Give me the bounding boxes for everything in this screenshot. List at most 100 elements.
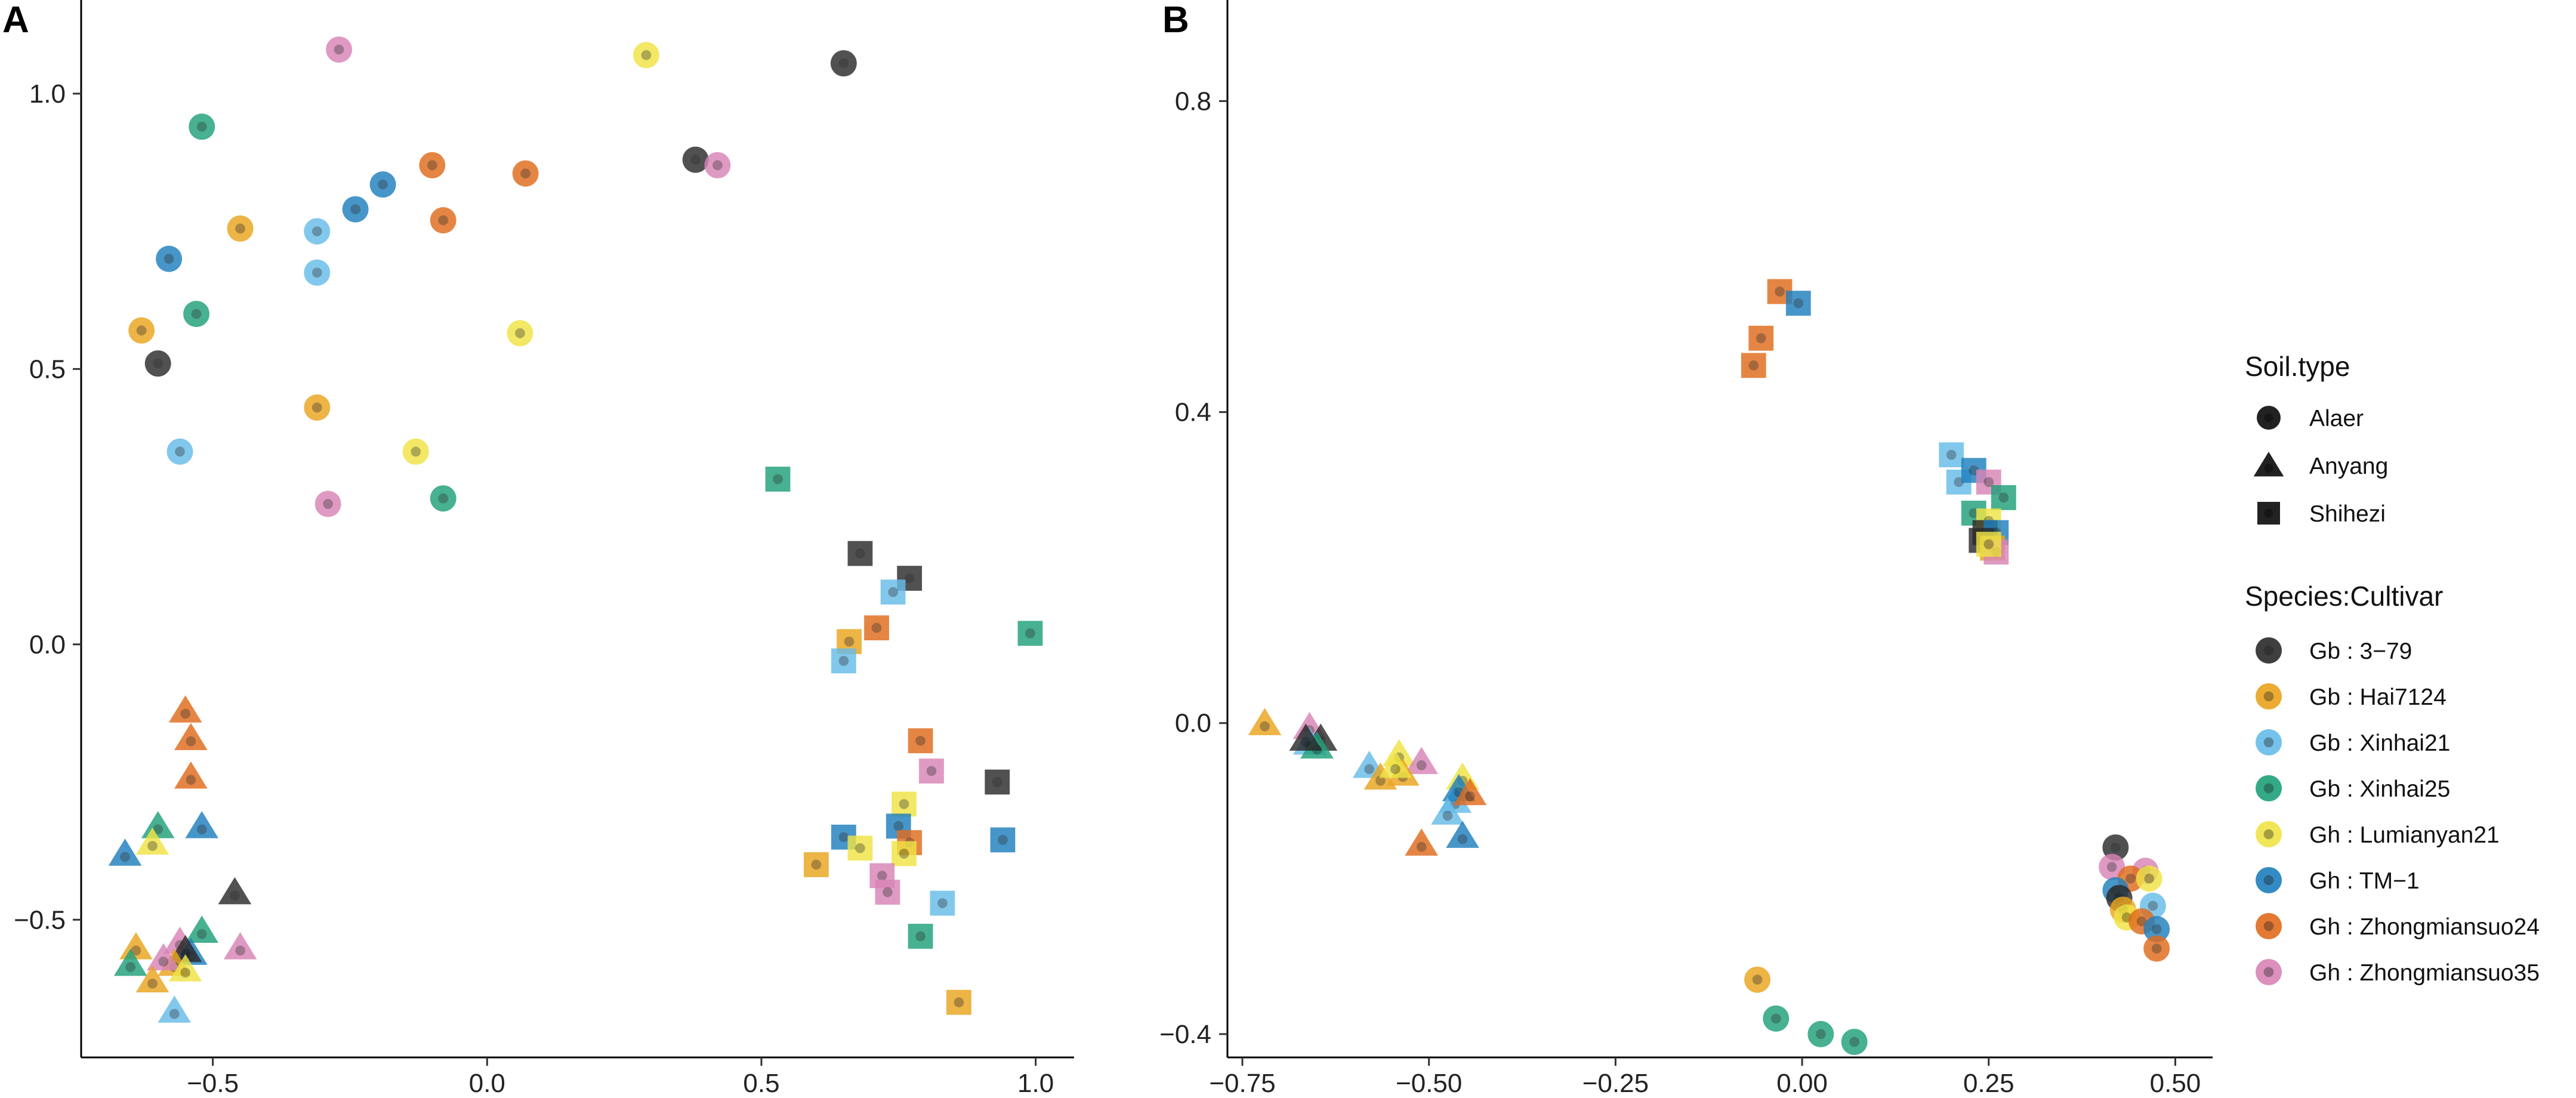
legend-species-title: Species:Cultivar bbox=[2245, 581, 2443, 612]
legend-soil-label: Alaer bbox=[2309, 406, 2364, 431]
panel-a-point-square bbox=[847, 541, 873, 566]
legend-species-item: Gh : Lumianyan21 bbox=[2256, 821, 2500, 848]
panel-a-scatter: −0.5 0.0 0.5 1.0 −0.5 0.0 0.5 1.0 bbox=[14, 0, 1074, 1098]
panel-b-y-tick-label: −0.4 bbox=[1159, 1020, 1211, 1049]
legend-soil-items: Alaer Anyang Shihezi bbox=[2253, 406, 2388, 527]
panel-a-point-circle bbox=[156, 245, 183, 272]
panel-b-point-square bbox=[1741, 353, 1766, 378]
panel-a-point-circle bbox=[304, 259, 331, 286]
legend-soil-label: Anyang bbox=[2309, 454, 2388, 479]
panel-b-point-circle bbox=[2136, 865, 2162, 892]
panel-a-point-circle bbox=[682, 146, 709, 173]
panel-b-point-triangle bbox=[1248, 708, 1282, 735]
panel-a-point-circle bbox=[507, 320, 533, 347]
panel-b-point-triangle bbox=[1453, 778, 1487, 806]
panel-a-point-circle bbox=[430, 485, 456, 512]
panel-a-point-square bbox=[765, 467, 791, 492]
panel-a-point-square bbox=[891, 791, 917, 817]
legend-species-item: Gb : Xinhai21 bbox=[2256, 729, 2450, 756]
panel-b-point-circle bbox=[1841, 1028, 1868, 1055]
panel-a-y-tick-label: 1.0 bbox=[29, 79, 66, 109]
panel-b-y-tick-label: 0.4 bbox=[1175, 398, 1211, 427]
panel-b-point-triangle bbox=[1431, 797, 1464, 825]
panel-a-point-circle bbox=[314, 491, 341, 517]
panel-b-point-circle bbox=[2102, 834, 2129, 861]
panel-b-point-square bbox=[1785, 291, 1811, 316]
legend-species-item: Gh : Zhongmiansuo24 bbox=[2256, 913, 2540, 940]
panel-b-x-tick-label: 0.50 bbox=[2150, 1069, 2201, 1098]
panel-b-point-triangle bbox=[1446, 821, 1479, 848]
panel-a-point-triangle bbox=[168, 695, 202, 723]
panel-b-point-triangle bbox=[1378, 751, 1412, 778]
panel-a-x-tick-label: 1.0 bbox=[1017, 1069, 1054, 1098]
panel-b-axes: −0.75 −0.50 −0.25 0.00 0.25 0.50 −0.4 0.0 0.4 0.8 bbox=[1159, 0, 2213, 1098]
panel-a-point-triangle bbox=[113, 948, 147, 976]
legend-species-item: Gb : Hai7124 bbox=[2256, 683, 2447, 710]
panel-a-point-circle bbox=[304, 394, 331, 421]
legend-species-swatch bbox=[2256, 867, 2282, 893]
legend-species-item: Gh : TM−1 bbox=[2256, 867, 2420, 894]
panel-a-point-circle bbox=[830, 50, 857, 77]
panel-a-point-circle bbox=[402, 438, 429, 465]
legend-soil-label: Shihezi bbox=[2309, 501, 2386, 527]
panel-a-y-tick-label: −0.5 bbox=[14, 905, 66, 934]
panel-b-point-circle bbox=[1763, 1005, 1790, 1032]
legend-species-label: Gb : Xinhai21 bbox=[2309, 730, 2450, 756]
panel-a-point-triangle bbox=[185, 915, 219, 943]
legend-species-swatch bbox=[2256, 913, 2282, 939]
panel-b-point-square bbox=[1976, 532, 2001, 557]
panel-b-point-triangle bbox=[1405, 828, 1439, 856]
panel-a-x-tick-label: 0.5 bbox=[743, 1069, 779, 1098]
legend-species-swatch bbox=[2256, 821, 2282, 847]
panel-a-point-triangle bbox=[108, 838, 142, 866]
panel-a-points bbox=[108, 36, 1043, 1023]
panel-a-point-square bbox=[930, 890, 955, 916]
panel-a-point-circle bbox=[128, 317, 155, 344]
panel-a-point-triangle bbox=[223, 932, 257, 960]
panel-a-y-tick-label: 0.0 bbox=[29, 630, 66, 659]
legend-soil-marker-square bbox=[2257, 502, 2280, 525]
panel-a-point-circle bbox=[144, 350, 171, 377]
panel-b-point-square bbox=[1767, 279, 1793, 304]
panel-b-y-tick-label: 0.0 bbox=[1175, 709, 1211, 738]
legend-species-item: Gb : Xinhai25 bbox=[2256, 775, 2450, 802]
panel-a-point-triangle bbox=[135, 965, 169, 993]
panel-a-point-circle bbox=[430, 207, 456, 234]
panel-a-point-circle bbox=[304, 218, 331, 245]
panel-b-point-square bbox=[1748, 325, 1774, 351]
panel-b-x-tick-label: 0.00 bbox=[1776, 1069, 1828, 1098]
panel-b-scatter: −0.75 −0.50 −0.25 0.00 0.25 0.50 −0.4 0.0 0.4 0.8 bbox=[1159, 0, 2213, 1098]
legend-species-label: Gh : Lumianyan21 bbox=[2309, 822, 2500, 848]
panel-a-point-square bbox=[880, 579, 906, 605]
panel-letter-b: B bbox=[1162, 0, 1189, 41]
panel-a-y-tick-label: 0.5 bbox=[29, 354, 66, 384]
legend-soil-item: Shihezi bbox=[2257, 501, 2386, 527]
legend-species-swatch bbox=[2256, 775, 2282, 801]
panel-b-point-square bbox=[1991, 485, 2016, 510]
legend: Soil.type Alaer Anyang Shihezi Species:Cul… bbox=[2245, 351, 2540, 986]
panel-b-point-triangle bbox=[1405, 747, 1439, 775]
legend-species-swatch bbox=[2256, 683, 2282, 710]
panel-a-point-triangle bbox=[147, 943, 180, 971]
panel-a-point-square bbox=[990, 827, 1016, 853]
panel-letter-a: A bbox=[2, 0, 29, 41]
panel-b-y-tick-label: 0.8 bbox=[1175, 87, 1211, 116]
panel-a-point-triangle bbox=[158, 995, 192, 1023]
legend-species-label: Gb : 3−79 bbox=[2309, 639, 2412, 664]
panel-b-point-square bbox=[1939, 442, 1964, 468]
panel-a-point-triangle bbox=[185, 811, 219, 838]
panel-a-point-circle bbox=[342, 196, 369, 223]
panel-a-point-square bbox=[891, 841, 917, 866]
panel-b-x-tick-label: −0.75 bbox=[1209, 1069, 1275, 1098]
panel-a-point-square bbox=[919, 758, 944, 784]
panel-a-point-square bbox=[946, 989, 971, 1015]
panel-a-point-square bbox=[908, 924, 933, 949]
panel-a-point-square bbox=[1017, 621, 1043, 646]
legend-soil-item: Alaer bbox=[2257, 406, 2364, 431]
legend-species-label: Gh : Zhongmiansuo24 bbox=[2309, 914, 2540, 940]
panel-a-point-triangle bbox=[174, 761, 208, 789]
panel-b-point-triangle bbox=[1289, 723, 1323, 751]
legend-soil-title: Soil.type bbox=[2245, 351, 2350, 382]
panel-a-point-square bbox=[908, 728, 933, 754]
